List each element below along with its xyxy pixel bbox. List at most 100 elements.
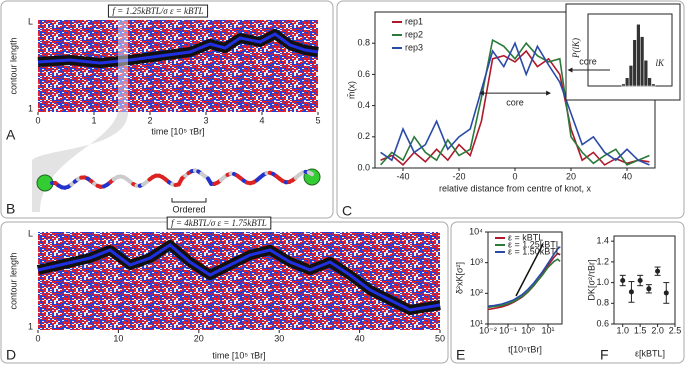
point (620, 278, 626, 284)
y-label: P(lK) (571, 38, 581, 59)
x-tick-label: 0 (512, 171, 517, 181)
series-line (380, 41, 650, 166)
zoom-window (118, 20, 128, 112)
panel-label: F (600, 347, 609, 363)
x-tick-label: 2.0 (651, 325, 664, 335)
y-tick-label: 0.8 (357, 38, 370, 48)
series-line (487, 258, 561, 309)
y-tick-label: 0.6 (596, 318, 609, 328)
series-line (380, 49, 650, 167)
y-tick-label: 10¹ (470, 318, 483, 328)
point (637, 278, 643, 284)
y-tick-label: 1.2 (596, 256, 609, 266)
x-tick-label: 30 (274, 333, 284, 343)
hist-bar (647, 77, 652, 87)
legend-label: ε = kBTL (508, 232, 543, 242)
point (628, 289, 634, 295)
panel-label: E (456, 347, 465, 363)
x-tick-label: 40 (355, 333, 365, 343)
x-tick-label: 1.0 (616, 325, 629, 335)
panel-frame (336, 0, 685, 219)
y-label: contour length (8, 252, 18, 309)
heatmap (38, 232, 440, 330)
y-tick-label: 10² (470, 288, 483, 298)
hist-bar (643, 60, 648, 87)
chart-title: f = 1.25kBTL/σ ε = kBTL (112, 6, 203, 16)
x-label: time [10⁵ τBr] (151, 126, 204, 136)
hist-bar (651, 83, 656, 87)
knot-trajectory (37, 243, 441, 312)
x-tick-label: 5 (315, 115, 320, 125)
x-tick-label: 0 (35, 333, 40, 343)
legend-label: ε = 1.25kBTL (508, 239, 561, 249)
y-label: δ²xK[σ²] (454, 262, 464, 294)
x-tick-label: -20 (452, 171, 465, 181)
ordered-bracket (171, 198, 207, 203)
hist-bar (628, 65, 634, 87)
y-label: DK[σ²/τBr] (586, 259, 596, 300)
y-tick-label: 0.4 (357, 100, 370, 110)
legend-label: rep3 (405, 42, 423, 52)
x-tick-label: 10⁰ (521, 325, 535, 335)
y-label: m̄(x) (346, 81, 356, 99)
y-tick-label: 1.4 (596, 236, 609, 246)
ordered-label: Ordered (172, 204, 205, 214)
plot-area (487, 231, 563, 325)
y-tick-label: 0.0 (357, 162, 370, 172)
x-tick-label: 10⁻² (479, 325, 497, 335)
knot-trajectory (37, 32, 319, 65)
panel-frame (450, 221, 685, 364)
y-label: contour length (8, 37, 18, 94)
title-box (107, 4, 209, 18)
x-label: lK (655, 58, 665, 68)
x-tick-label: 40 (622, 171, 632, 181)
point (646, 286, 652, 292)
x-tick-label: 1 (91, 115, 96, 125)
panel-label: C (342, 203, 352, 219)
y-tick-label: 1 (28, 321, 33, 331)
panel-label: A (6, 127, 16, 143)
plot-area (613, 235, 676, 325)
series-line (380, 38, 650, 166)
x-tick-label: 0 (35, 115, 40, 125)
y-tick-label: 0.8 (596, 298, 609, 308)
x-tick-label: 20 (566, 171, 576, 181)
y-tick-label: 1.0 (596, 277, 609, 287)
series-line (487, 246, 561, 307)
polymer-diagram: Ordered B (6, 30, 321, 217)
y-tick-label: 10⁴ (469, 226, 483, 236)
legend-label: rep2 (405, 29, 423, 39)
panel-label: D (6, 347, 16, 363)
chart-title: f = 4kBTL/σ ε = 1.75kBTL (171, 218, 267, 228)
x-tick-label: 4 (259, 115, 264, 125)
x-tick-label: 1.5 (634, 325, 647, 335)
y-tick-label: 0.2 (357, 131, 370, 141)
y-tick-label: L (28, 228, 33, 238)
y-tick-label: L (28, 16, 33, 26)
x-tick-label: 2 (147, 115, 152, 125)
title-box (166, 216, 272, 230)
hist-bar (640, 36, 645, 87)
legend-label: ε = 1.50kBTL (508, 246, 561, 256)
y-tick-label: 10³ (470, 257, 483, 267)
x-tick-label: -40 (396, 171, 409, 181)
x-tick-label: 3 (203, 115, 208, 125)
x-tick-label: 50 (435, 333, 445, 343)
x-label: ε[kBTL] (635, 348, 665, 358)
core-label: core (579, 56, 597, 66)
x-label: time [10⁵ τBr] (212, 350, 265, 360)
hist-bar (625, 77, 630, 87)
x-label: t[10⁵τBr] (508, 344, 542, 354)
x-label: relative distance from centre of knot, x (439, 183, 592, 193)
y-tick-label: 1 (28, 103, 33, 113)
core-label: core (506, 97, 524, 107)
hist-bar (636, 24, 641, 87)
hist-bar (632, 39, 637, 87)
chain-segment (306, 170, 314, 177)
zoom-cone (32, 30, 128, 212)
slope-guide (515, 243, 544, 297)
y-tick-label: 0.6 (357, 69, 370, 79)
x-tick-label: 2.5 (669, 325, 682, 335)
x-tick-label: 10¹ (542, 325, 555, 335)
